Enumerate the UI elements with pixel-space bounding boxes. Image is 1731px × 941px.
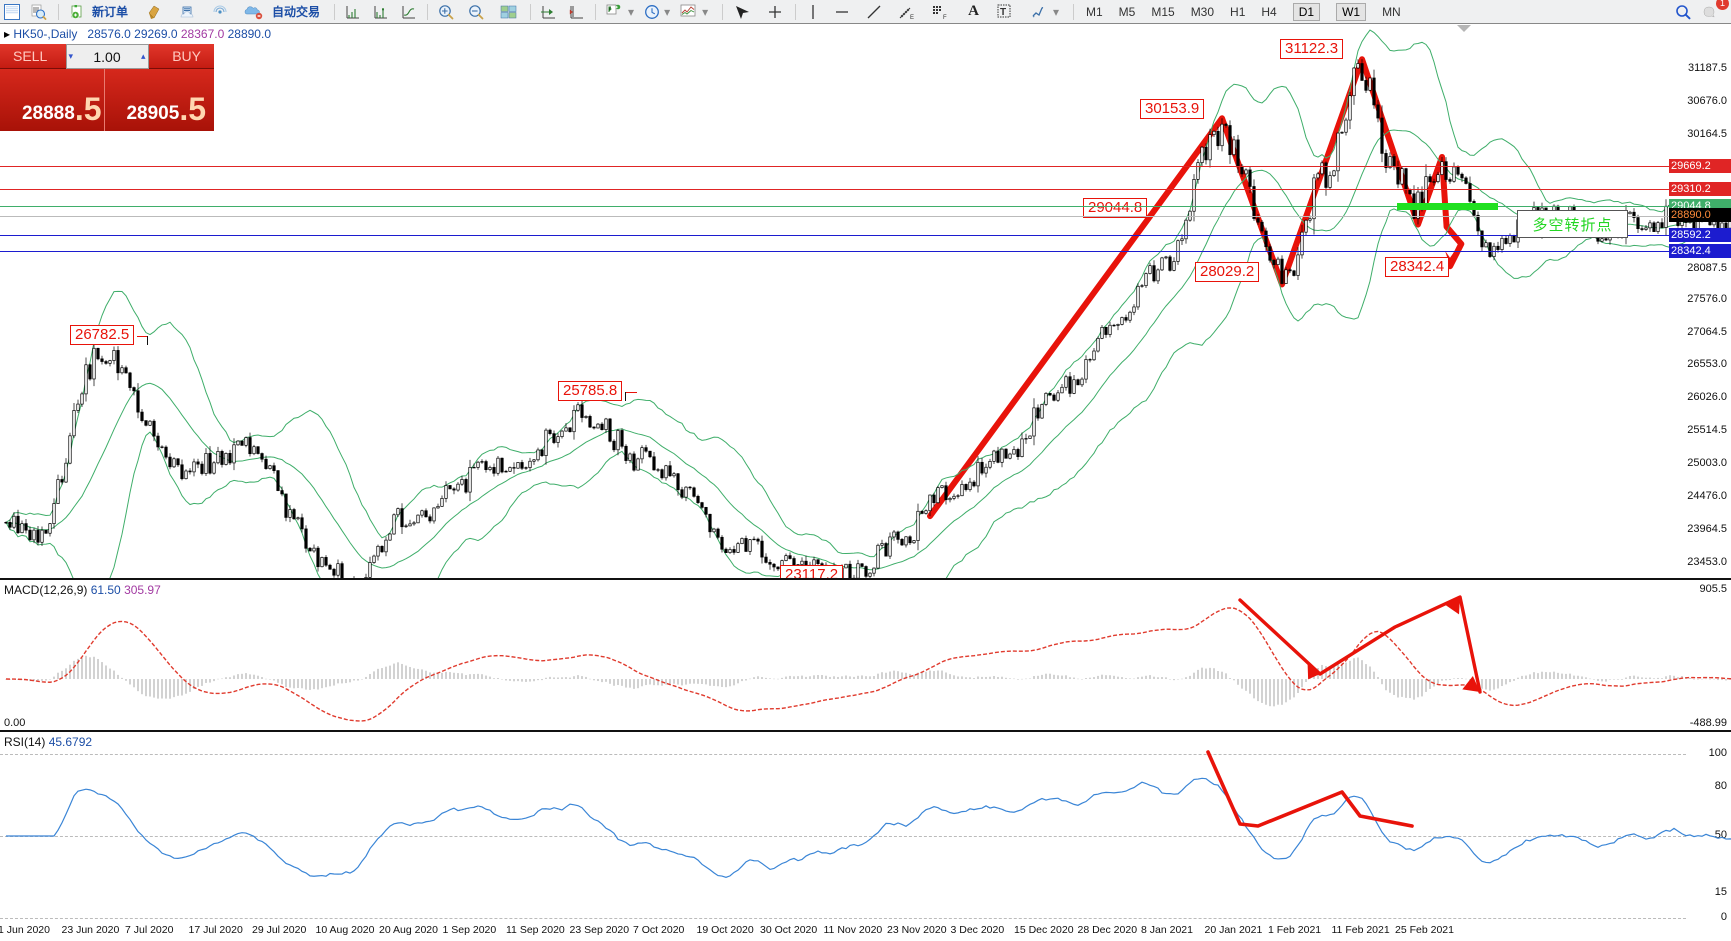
svg-text:T: T	[1000, 7, 1006, 18]
svg-text:E: E	[910, 15, 914, 20]
svg-text:F: F	[943, 15, 947, 20]
